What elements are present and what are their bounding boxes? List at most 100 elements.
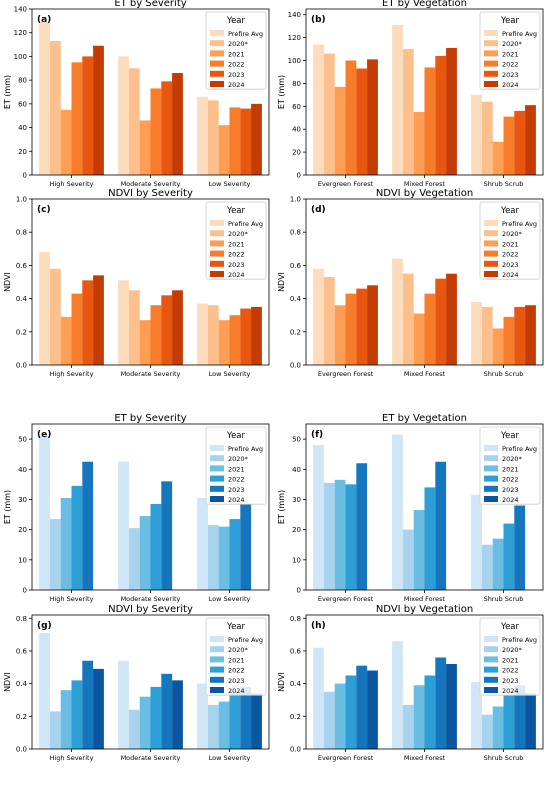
bar	[207, 100, 219, 175]
y-axis-label: NDVI	[3, 672, 12, 692]
bar	[229, 519, 241, 590]
bar	[525, 693, 536, 749]
legend-swatch	[210, 475, 224, 482]
bar	[139, 320, 151, 365]
y-tick-label: 40	[292, 466, 301, 474]
y-tick-label: 0.2	[16, 713, 27, 721]
bar	[251, 306, 262, 365]
legend-swatch	[484, 485, 498, 492]
legend-label: 2022	[502, 667, 519, 675]
bar	[60, 109, 72, 175]
bar	[229, 691, 241, 749]
legend-swatch	[210, 60, 224, 67]
legend-swatch	[484, 656, 498, 663]
chart-panel: NDVI by Vegetation Evergreen Forest Mixed …	[277, 188, 544, 378]
bar	[481, 306, 493, 365]
y-axis-label: ET (mm)	[277, 490, 286, 524]
bar	[150, 88, 162, 175]
bar	[60, 316, 72, 365]
bar	[503, 523, 515, 590]
legend-label: 2020*	[228, 40, 249, 48]
x-tick-label: Moderate Severity	[121, 180, 181, 188]
legend-label: 2024	[228, 687, 245, 695]
y-tick-label: 0.6	[290, 647, 302, 655]
legend-label: 2023	[502, 71, 519, 79]
y-tick-label: 20	[18, 148, 27, 156]
legend-label: 2020*	[502, 646, 523, 654]
bar	[82, 461, 94, 590]
legend-swatch	[484, 455, 498, 462]
legend-label: 2022	[228, 61, 245, 69]
x-tick-label: Moderate Severity	[121, 754, 181, 762]
legend-title: Year	[500, 622, 520, 632]
bar	[218, 125, 230, 175]
bar	[471, 301, 482, 365]
bar	[392, 258, 403, 365]
bar	[413, 313, 425, 365]
chart-title: ET by Severity	[114, 0, 186, 9]
bar	[424, 293, 436, 365]
plot-frame	[31, 8, 270, 176]
legend-label: 2022	[502, 251, 519, 259]
bar	[39, 22, 50, 175]
legend-swatch	[484, 250, 498, 257]
bar	[240, 686, 252, 749]
bar	[71, 485, 83, 590]
bar	[251, 103, 262, 175]
bar	[229, 107, 241, 175]
bar	[402, 49, 414, 175]
x-tick-label: Low Severity	[209, 595, 251, 603]
bar	[49, 268, 61, 365]
legend-swatch	[210, 455, 224, 462]
legend-swatch	[484, 496, 498, 502]
bar	[93, 275, 104, 365]
y-tick-label: 80	[292, 80, 301, 88]
bar	[150, 686, 162, 749]
legend-label: 2021	[228, 656, 245, 664]
y-tick-label: 60	[292, 103, 301, 111]
bar	[492, 538, 504, 590]
chart-title: ET by Vegetation	[382, 0, 467, 9]
bar	[161, 81, 173, 175]
legend-label: Prefire Avg	[502, 636, 537, 644]
bar	[323, 482, 335, 590]
bar	[345, 484, 357, 590]
bar	[139, 516, 151, 590]
bar	[251, 693, 262, 749]
bar	[139, 120, 151, 175]
legend-label: 2024	[228, 271, 245, 279]
chart-panel: ET by Severity High Severity Moderate Seve…	[3, 0, 270, 188]
y-tick-label: 0.0	[290, 362, 301, 370]
plot-frame	[305, 614, 544, 750]
y-tick-label: 0.8	[16, 229, 27, 237]
legend-label: 2020*	[502, 40, 523, 48]
x-tick-label: High Severity	[50, 180, 94, 188]
y-tick-label: 30	[18, 496, 27, 504]
legend-label: 2021	[228, 240, 245, 248]
legend: Year Prefire Avg 2020* 2021 2022 2023 2024	[479, 617, 541, 696]
bar	[334, 86, 346, 175]
x-tick-label: Evergreen Forest	[318, 180, 374, 188]
bar	[435, 55, 447, 175]
bar	[356, 68, 368, 175]
bar	[481, 544, 493, 590]
bar	[207, 704, 219, 749]
y-tick-label: 0.6	[16, 262, 28, 270]
y-tick-label: 0.2	[290, 713, 301, 721]
legend-label: 2020*	[228, 646, 249, 654]
y-tick-label: 0.8	[290, 229, 301, 237]
bar	[313, 445, 324, 590]
panel-label: (h)	[311, 621, 326, 631]
x-tick-label: High Severity	[50, 754, 94, 762]
bar	[197, 303, 208, 365]
bar	[471, 494, 482, 590]
bar	[82, 660, 94, 749]
legend-swatch	[210, 646, 224, 653]
legend-swatch	[210, 666, 224, 673]
x-tick-label: Low Severity	[209, 180, 251, 188]
legend-label: 2023	[502, 677, 519, 685]
panel-label: (g)	[37, 621, 52, 631]
chart-panel: ET by Vegetation Evergreen Forest Mixed Fo…	[277, 0, 544, 188]
bar	[392, 641, 403, 749]
plot-frame	[305, 8, 544, 176]
